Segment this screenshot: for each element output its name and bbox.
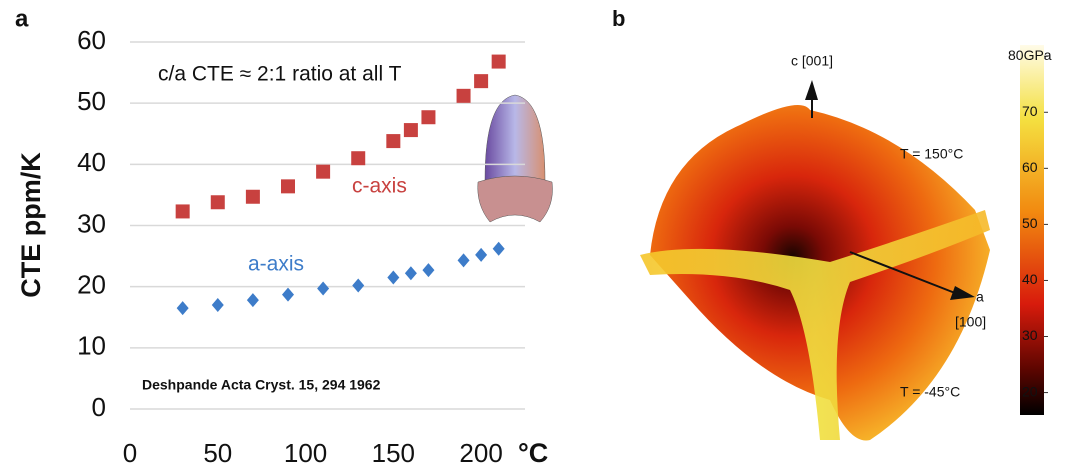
point (387, 270, 399, 284)
point (247, 293, 259, 307)
series-label: a-axis (248, 253, 304, 276)
point (352, 278, 364, 292)
point (493, 242, 505, 256)
annotation: [100] (955, 314, 986, 330)
annotation: c [001] (791, 53, 833, 69)
panel-label: b (612, 6, 625, 31)
point (282, 288, 294, 302)
colorbar-tick-label: 20 (1022, 383, 1038, 399)
annotation: T = -45°C (900, 384, 960, 400)
annotation: a (976, 289, 984, 305)
figure: a 0 10 20 30 40 50 60 0 50 100 150 200 °C CTE ppm/K c/a… (0, 0, 1080, 475)
y-tick-label: 40 (77, 147, 106, 177)
colorbar-tick-label: 40 (1022, 271, 1038, 287)
point (386, 134, 400, 148)
annotation: c/a CTE ≈ 2:1 ratio at all T (158, 63, 402, 86)
colorbar-tick-label: 80GPa (1008, 47, 1052, 63)
point (492, 55, 506, 69)
annotation: Deshpande Acta Cryst. 15, 294 1962 (142, 377, 381, 393)
annotation: T = 150°C (900, 146, 963, 162)
x-tick-label: 50 (203, 438, 232, 468)
point (457, 89, 471, 103)
point (405, 266, 417, 280)
point (458, 253, 470, 267)
x-tick-label: 150 (372, 438, 415, 468)
x-tick-label: 0 (123, 438, 137, 468)
colorbar-tick-label: 50 (1022, 215, 1038, 231)
y-tick-label: 30 (77, 208, 106, 238)
point (316, 165, 330, 179)
x-axis-label: °C (518, 438, 548, 468)
colorbar-tick-label: 30 (1022, 327, 1038, 343)
y-tick-label: 50 (77, 86, 106, 116)
y-axis-label: CTE ppm/K (16, 152, 46, 298)
x-tick-label: 200 (459, 438, 502, 468)
point (281, 179, 295, 193)
point (317, 282, 329, 296)
point (404, 123, 418, 137)
point (474, 74, 488, 88)
y-tick-label: 60 (77, 25, 106, 55)
point (212, 298, 224, 312)
surface-render (640, 45, 1044, 441)
point (475, 248, 487, 262)
point (177, 301, 189, 315)
point (421, 110, 435, 124)
y-tick-label: 0 (92, 392, 106, 422)
y-tick-label: 20 (77, 270, 106, 300)
inset-shape (478, 95, 553, 222)
panel-label: a (15, 5, 29, 32)
point (246, 190, 260, 204)
colorbar-tick-label: 70 (1022, 103, 1038, 119)
point (422, 263, 434, 277)
point (351, 151, 365, 165)
point (176, 204, 190, 218)
y-tick-label: 10 (77, 331, 106, 361)
colorbar-tick-label: 60 (1022, 159, 1038, 175)
x-tick-label: 100 (284, 438, 327, 468)
series-label: c-axis (352, 175, 407, 198)
point (211, 195, 225, 209)
